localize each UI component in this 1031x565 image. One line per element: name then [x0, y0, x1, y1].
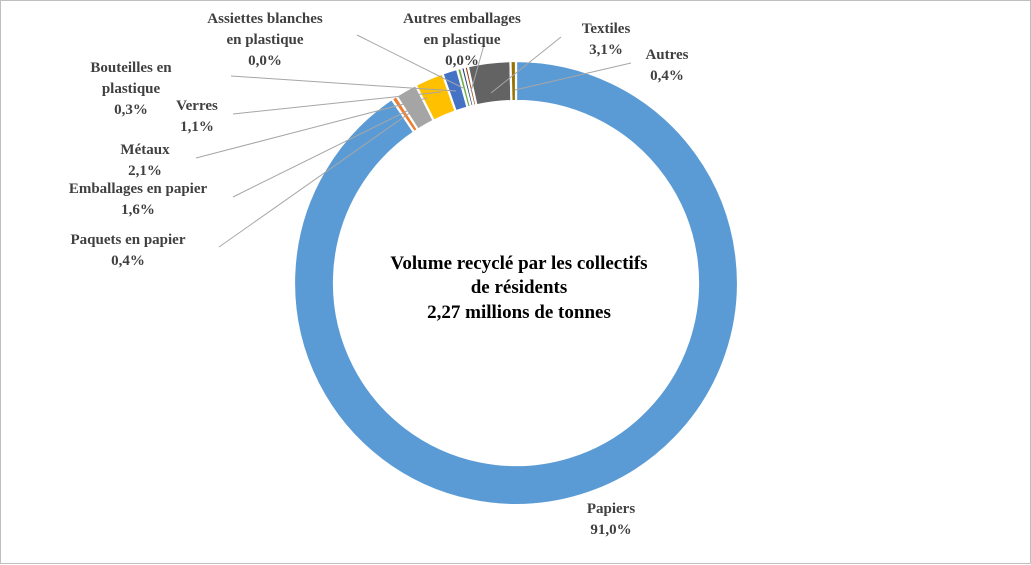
data-label-papiers: Papiers 91,0% [587, 501, 635, 538]
data-label-textiles: Textiles 3,1% [582, 21, 631, 58]
data-label-bouteilles-en-plastique: Bouteilles en plastique 0,3% [90, 60, 172, 118]
center-line-3: 2,27 millions de tonnes [427, 302, 611, 323]
slice-autres [509, 59, 518, 103]
leader-line-bouteilles-en-plastique [230, 75, 457, 92]
leader-line-autres-emballages-en-plastique [470, 44, 485, 92]
center-line-1: Volume recyclé par les collectifs [390, 253, 647, 274]
leader-line-autres [514, 62, 632, 91]
data-label-assiettes-blanches-en-plastique: Assiettes blanches en plastique 0,0% [207, 11, 323, 69]
data-label-paquets-en-papier: Paquets en papier 0,4% [70, 232, 185, 269]
data-label-emballages-en-papier: Emballages en papier 1,6% [69, 181, 208, 218]
data-label-metaux: Métaux 2,1% [120, 142, 170, 179]
data-label-autres-emballages-en-plastique: Autres emballages en plastique 0,0% [403, 11, 521, 69]
leader-line-assiettes-blanches-en-plastique [356, 34, 464, 89]
center-line-2: de résidents [471, 277, 568, 298]
leader-line-verres [232, 91, 442, 115]
data-label-verres: Verres 1,1% [176, 98, 218, 135]
data-label-autres: Autres 0,4% [645, 47, 688, 84]
leader-line-textiles [490, 36, 562, 94]
leader-line-emballages-en-papier [232, 104, 420, 198]
slice-papiers [292, 59, 740, 507]
leader-line-metaux [195, 97, 428, 159]
leader-line-paquets-en-papier [218, 111, 412, 248]
